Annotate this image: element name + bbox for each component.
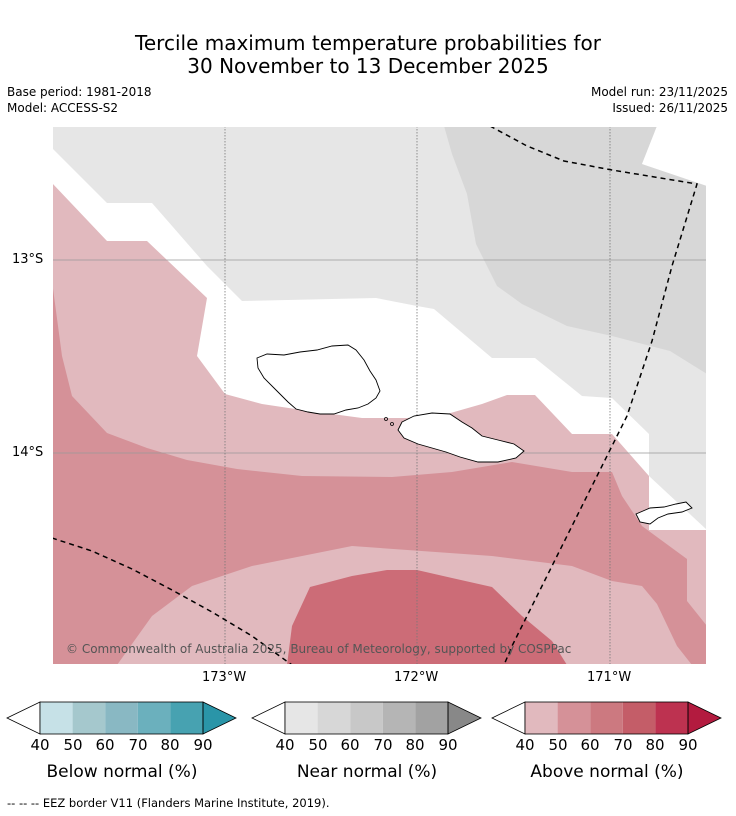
above-normal-50-region [52,281,707,665]
near-swatch-50 [317,702,351,734]
near-tick-60: 60 [340,736,360,754]
below-swatch-70 [137,702,171,734]
below-frame [39,701,204,735]
above-swatch-70 [622,702,656,734]
above-tick-80: 80 [645,736,665,754]
base-period: Base period: 1981-2018 [7,85,152,99]
lat-label-13s: 13°S [12,252,44,267]
lon-label-171w: 171°W [587,670,632,685]
near-extend-low [251,701,286,735]
copyright-notice: © Commonwealth of Australia 2025, Bureau… [66,642,572,656]
title-line-2: 30 November to 13 December 2025 [187,54,549,78]
meta-right: Model run: 23/11/2025 Issued: 26/11/2025 [591,84,728,116]
below-swatch-40 [40,702,73,734]
below-extend-low [6,701,41,735]
above-tick-50: 50 [548,736,568,754]
near-frame [284,701,449,735]
colorbar-above-normal [491,701,722,735]
lon-label-173w: 173°W [202,670,247,685]
below-swatch-80 [170,702,203,734]
below-swatch-50 [72,702,106,734]
above-swatch-60 [590,702,623,734]
above-extend-high [687,701,722,735]
near-tick-50: 50 [308,736,328,754]
apolima-islet [390,422,394,426]
above-normal-label: Above normal (%) [530,762,684,782]
below-tick-70: 70 [128,736,148,754]
tutuila-island [635,501,693,525]
map-frame [52,126,707,665]
issued-date: Issued: 26/11/2025 [612,101,728,115]
colorbar-near-normal [251,701,482,735]
above-tick-40: 40 [515,736,535,754]
chart-title: Tercile maximum temperature probabilitie… [0,32,736,78]
above-tick-70: 70 [613,736,633,754]
below-tick-60: 60 [95,736,115,754]
near-swatch-80 [415,702,448,734]
near-swatch-60 [350,702,383,734]
below-tick-40: 40 [30,736,50,754]
savaii-island [256,344,381,415]
below-swatch-60 [105,702,138,734]
near-extend-high [447,701,482,735]
near-normal-label: Near normal (%) [296,762,438,782]
model-run: Model run: 23/11/2025 [590,85,728,99]
above-tick-60: 60 [580,736,600,754]
below-extend-high [202,701,237,735]
lon-label-172w: 172°W [394,670,439,685]
model-name: Model: ACCESS-S2 [7,101,119,115]
eez-border-note: -- -- -- EEZ border V11 (Flanders Marine… [7,796,330,810]
lat-label-14s: 14°S [12,445,44,460]
below-tick-80: 80 [160,736,180,754]
below-normal-label: Below normal (%) [46,762,198,782]
upolu-island [397,412,525,463]
title-line-1: Tercile maximum temperature probabilitie… [135,31,601,55]
above-swatch-40 [525,702,558,734]
above-swatch-50 [557,702,591,734]
near-tick-40: 40 [275,736,295,754]
below-tick-90: 90 [193,736,213,754]
below-tick-50: 50 [63,736,83,754]
near-tick-80: 80 [405,736,425,754]
near-tick-90: 90 [438,736,458,754]
above-frame [524,701,689,735]
above-normal-60-region [287,570,567,665]
near-swatch-40 [285,702,318,734]
above-tick-90: 90 [678,736,698,754]
eez-border-north [489,126,698,665]
near-swatch-70 [382,702,416,734]
above-swatch-80 [655,702,688,734]
near-tick-70: 70 [373,736,393,754]
probability-map [52,126,707,665]
above-extend-low [491,701,526,735]
white-gap-region [642,126,707,186]
meta-left: Base period: 1981-2018 Model: ACCESS-S2 [7,84,152,116]
manono-islet [384,417,388,421]
colorbar-below-normal [6,701,237,735]
near-normal-50-region [444,126,707,374]
